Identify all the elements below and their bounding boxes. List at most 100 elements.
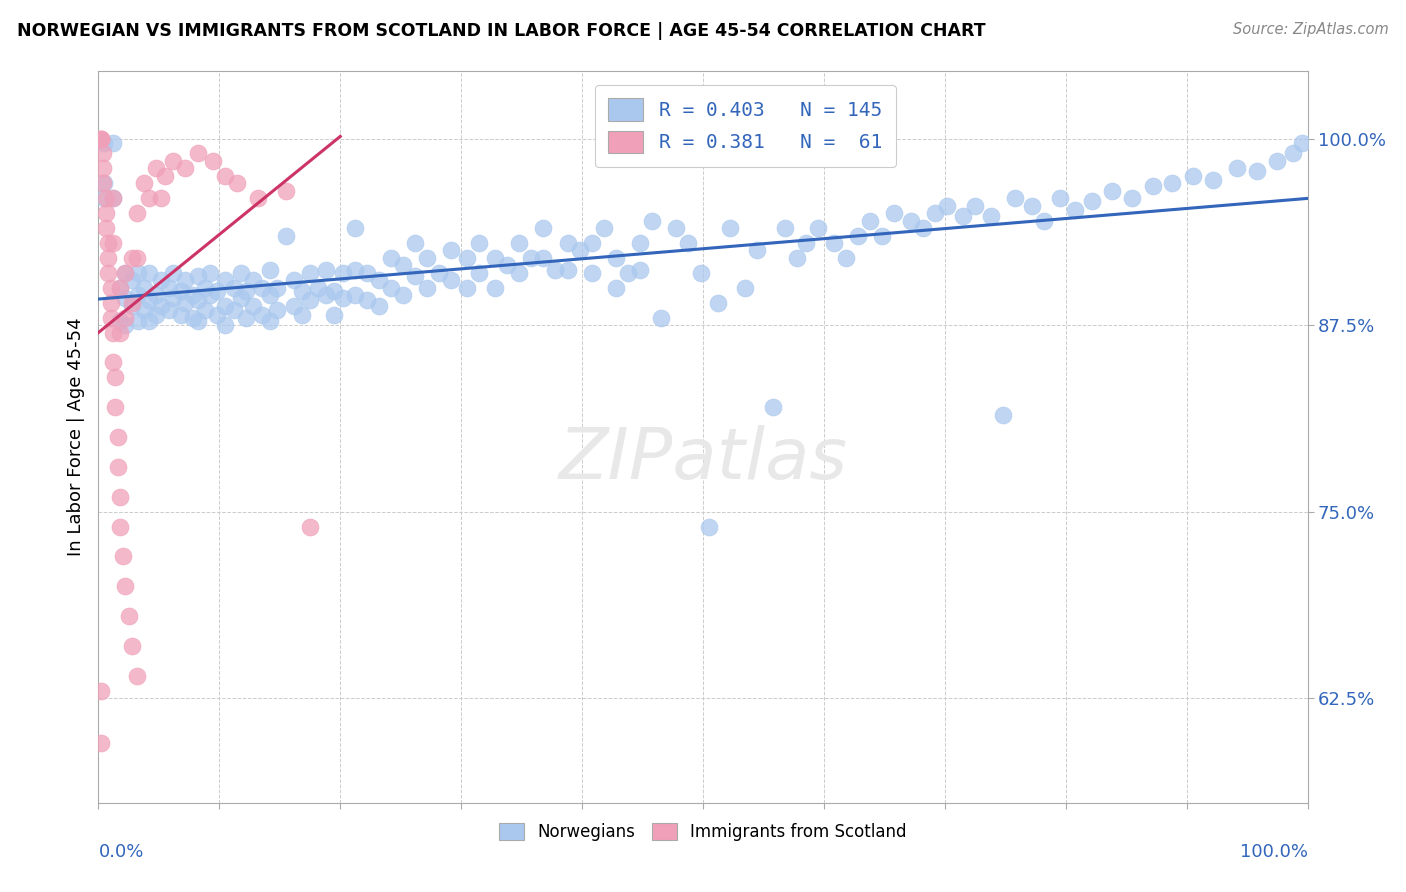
Point <box>900 213 922 227</box>
Point <box>299 519 322 533</box>
Point <box>205 284 228 298</box>
Point <box>343 288 366 302</box>
Point <box>315 263 337 277</box>
Point <box>242 299 264 313</box>
Point <box>214 169 236 183</box>
Point <box>145 308 167 322</box>
Point <box>368 273 391 287</box>
Point <box>114 318 136 332</box>
Point <box>456 281 478 295</box>
Point <box>762 401 785 415</box>
Point <box>100 281 122 295</box>
Point <box>121 639 143 653</box>
Text: 0.0%: 0.0% <box>98 843 143 861</box>
Point <box>468 235 491 250</box>
Point <box>138 266 160 280</box>
Point <box>266 281 288 295</box>
Point <box>107 430 129 444</box>
Point <box>181 288 204 302</box>
Text: NORWEGIAN VS IMMIGRANTS FROM SCOTLAND IN LABOR FORCE | AGE 45-54 CORRELATION CHA: NORWEGIAN VS IMMIGRANTS FROM SCOTLAND IN… <box>17 22 986 40</box>
Point <box>187 293 209 307</box>
Point <box>1282 146 1305 161</box>
Text: ZIPatlas: ZIPatlas <box>558 425 848 493</box>
Point <box>1291 136 1313 150</box>
Point <box>94 191 117 205</box>
Point <box>101 235 124 250</box>
Point <box>235 310 257 325</box>
Point <box>101 191 124 205</box>
Point <box>134 177 156 191</box>
Point <box>1049 191 1071 205</box>
Point <box>323 284 346 298</box>
Point <box>134 303 156 318</box>
Point <box>290 284 312 298</box>
Point <box>332 266 354 280</box>
Point <box>181 310 204 325</box>
Point <box>127 313 149 327</box>
Point <box>315 288 337 302</box>
Point <box>108 281 131 295</box>
Point <box>174 295 197 310</box>
Point <box>718 221 741 235</box>
Point <box>356 293 378 307</box>
Point <box>250 308 273 322</box>
Point <box>1226 161 1249 176</box>
Point <box>169 284 191 298</box>
Point <box>1246 164 1268 178</box>
Point <box>678 235 700 250</box>
Point <box>520 251 543 265</box>
Point <box>104 370 127 384</box>
Point <box>834 251 856 265</box>
Point <box>114 310 136 325</box>
Legend: R = 0.403   N = 145, R = 0.381   N =  61: R = 0.403 N = 145, R = 0.381 N = 61 <box>595 85 896 167</box>
Point <box>118 609 141 624</box>
Point <box>150 299 173 313</box>
Point <box>1021 199 1043 213</box>
Y-axis label: In Labor Force | Age 45-54: In Labor Force | Age 45-54 <box>66 318 84 557</box>
Point <box>429 266 451 280</box>
Point <box>605 281 627 295</box>
Point <box>157 303 180 318</box>
Point <box>991 408 1014 422</box>
Point <box>90 683 112 698</box>
Point <box>250 281 273 295</box>
Point <box>531 251 554 265</box>
Point <box>111 549 134 564</box>
Point <box>101 326 124 340</box>
Point <box>104 401 127 415</box>
Point <box>1121 191 1143 205</box>
Point <box>936 199 959 213</box>
Point <box>299 293 322 307</box>
Point <box>222 303 245 318</box>
Point <box>484 281 506 295</box>
Point <box>628 263 651 277</box>
Point <box>214 299 236 313</box>
Point <box>121 299 143 313</box>
Point <box>187 268 209 283</box>
Point <box>235 284 257 298</box>
Point <box>174 273 197 287</box>
Point <box>101 355 124 369</box>
Point <box>332 291 354 305</box>
Point <box>557 235 579 250</box>
Point <box>214 273 236 287</box>
Point <box>150 191 173 205</box>
Text: Source: ZipAtlas.com: Source: ZipAtlas.com <box>1233 22 1389 37</box>
Point <box>93 177 115 191</box>
Point <box>226 177 249 191</box>
Point <box>187 146 209 161</box>
Point <box>706 295 728 310</box>
Point <box>259 313 281 327</box>
Point <box>1202 173 1225 187</box>
Point <box>127 266 149 280</box>
Point <box>202 153 225 168</box>
Point <box>198 288 221 302</box>
Point <box>380 251 402 265</box>
Point <box>650 310 672 325</box>
Point <box>91 177 114 191</box>
Point <box>1081 194 1104 209</box>
Point <box>145 288 167 302</box>
Point <box>299 266 322 280</box>
Point <box>138 293 160 307</box>
Point <box>247 191 270 205</box>
